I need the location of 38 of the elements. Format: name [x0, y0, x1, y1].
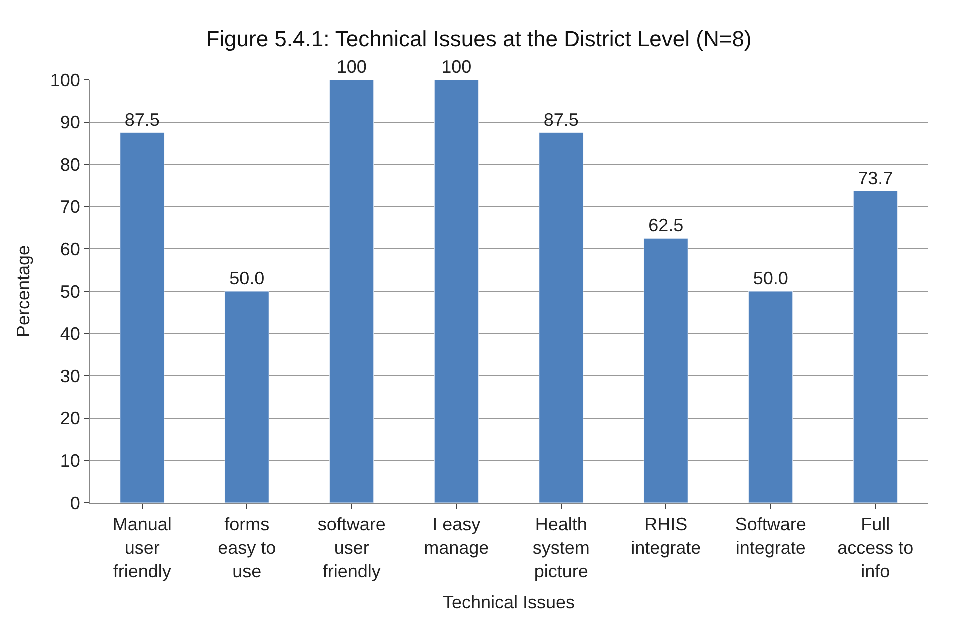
- y-tick-label: 90: [60, 112, 80, 133]
- y-tick-label: 100: [50, 70, 80, 90]
- data-label: 87.5: [124, 110, 160, 130]
- bar: [120, 132, 165, 503]
- x-tick-label: Software integrate: [735, 514, 806, 558]
- x-axis-title: Technical Issues: [442, 592, 576, 612]
- data-label: 100: [336, 57, 367, 77]
- bar: [539, 132, 584, 503]
- data-label: 73.7: [858, 168, 894, 188]
- y-tick-label: 80: [60, 154, 80, 175]
- bar: [224, 291, 270, 503]
- data-label: 50.0: [230, 268, 265, 288]
- y-tick-label: 40: [60, 324, 80, 344]
- data-label: 87.5: [544, 110, 579, 130]
- y-tick-label: 20: [60, 408, 80, 429]
- x-tick-label: forms easy to use: [218, 514, 276, 582]
- data-label: 62.5: [648, 216, 684, 236]
- bar: [748, 291, 794, 503]
- chart-title: Figure 5.4.1: Technical Issues at the District Level (N=8): [206, 26, 752, 52]
- x-tick-label: RHIS integrate: [631, 514, 702, 558]
- data-label: 50.0: [753, 268, 788, 288]
- bar: [853, 191, 898, 503]
- x-tick-label: Full access to info: [838, 514, 914, 582]
- y-tick-label: 10: [60, 451, 80, 471]
- x-tick-label: software user friendly: [318, 514, 386, 582]
- y-tick-label: 70: [60, 197, 80, 218]
- bar: [330, 80, 374, 503]
- y-tick-label: 60: [60, 240, 80, 260]
- x-tick-label: Manual user friendly: [112, 514, 172, 582]
- y-axis-title: Percentage: [14, 245, 34, 338]
- data-label: 100: [442, 57, 472, 77]
- y-tick-label: 0: [70, 493, 80, 514]
- bar: [644, 238, 688, 503]
- x-tick-label: I easy manage: [424, 514, 490, 558]
- y-tick-label: 50: [60, 282, 80, 302]
- bar: [434, 80, 479, 503]
- x-tick-label: Health system picture: [532, 514, 590, 582]
- y-tick-label: 30: [60, 366, 80, 386]
